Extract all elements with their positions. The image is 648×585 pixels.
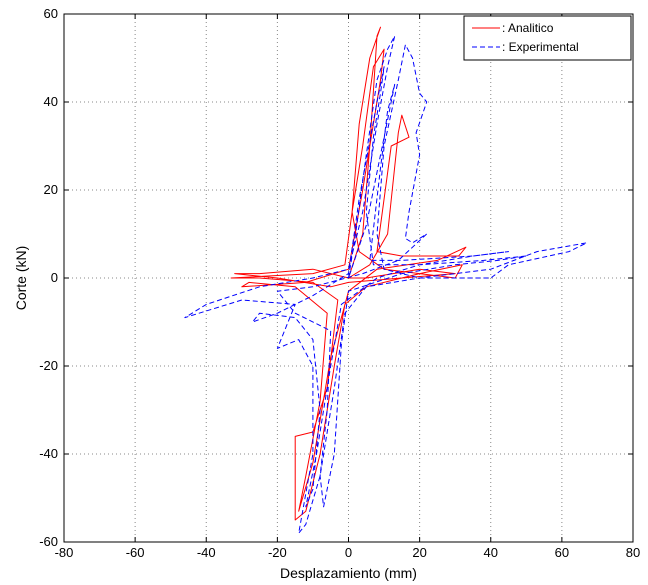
y-tick-label: -20 [39, 358, 58, 373]
x-tick-label: -40 [197, 545, 216, 560]
legend-label-analitico: : Analitico [502, 21, 554, 35]
x-tick-label: -60 [126, 545, 145, 560]
legend: : Analitico : Experimental [464, 16, 631, 60]
y-tick-label: 20 [44, 182, 58, 197]
y-axis-label: Corte (kN) [13, 246, 29, 311]
y-tick-label: 40 [44, 94, 58, 109]
x-tick-label: -20 [268, 545, 287, 560]
x-tick-label: 20 [412, 545, 426, 560]
x-axis-label: Desplazamiento (mm) [280, 565, 417, 581]
y-tick-label: 0 [51, 270, 58, 285]
x-tick-label: 60 [555, 545, 569, 560]
x-tick-label: 0 [345, 545, 352, 560]
y-tick-label: -40 [39, 446, 58, 461]
x-tick-label: 80 [626, 545, 640, 560]
x-tick-label: 40 [484, 545, 498, 560]
legend-label-experimental: : Experimental [502, 40, 579, 54]
y-tick-label: 60 [44, 6, 58, 21]
y-tick-label: -60 [39, 534, 58, 549]
